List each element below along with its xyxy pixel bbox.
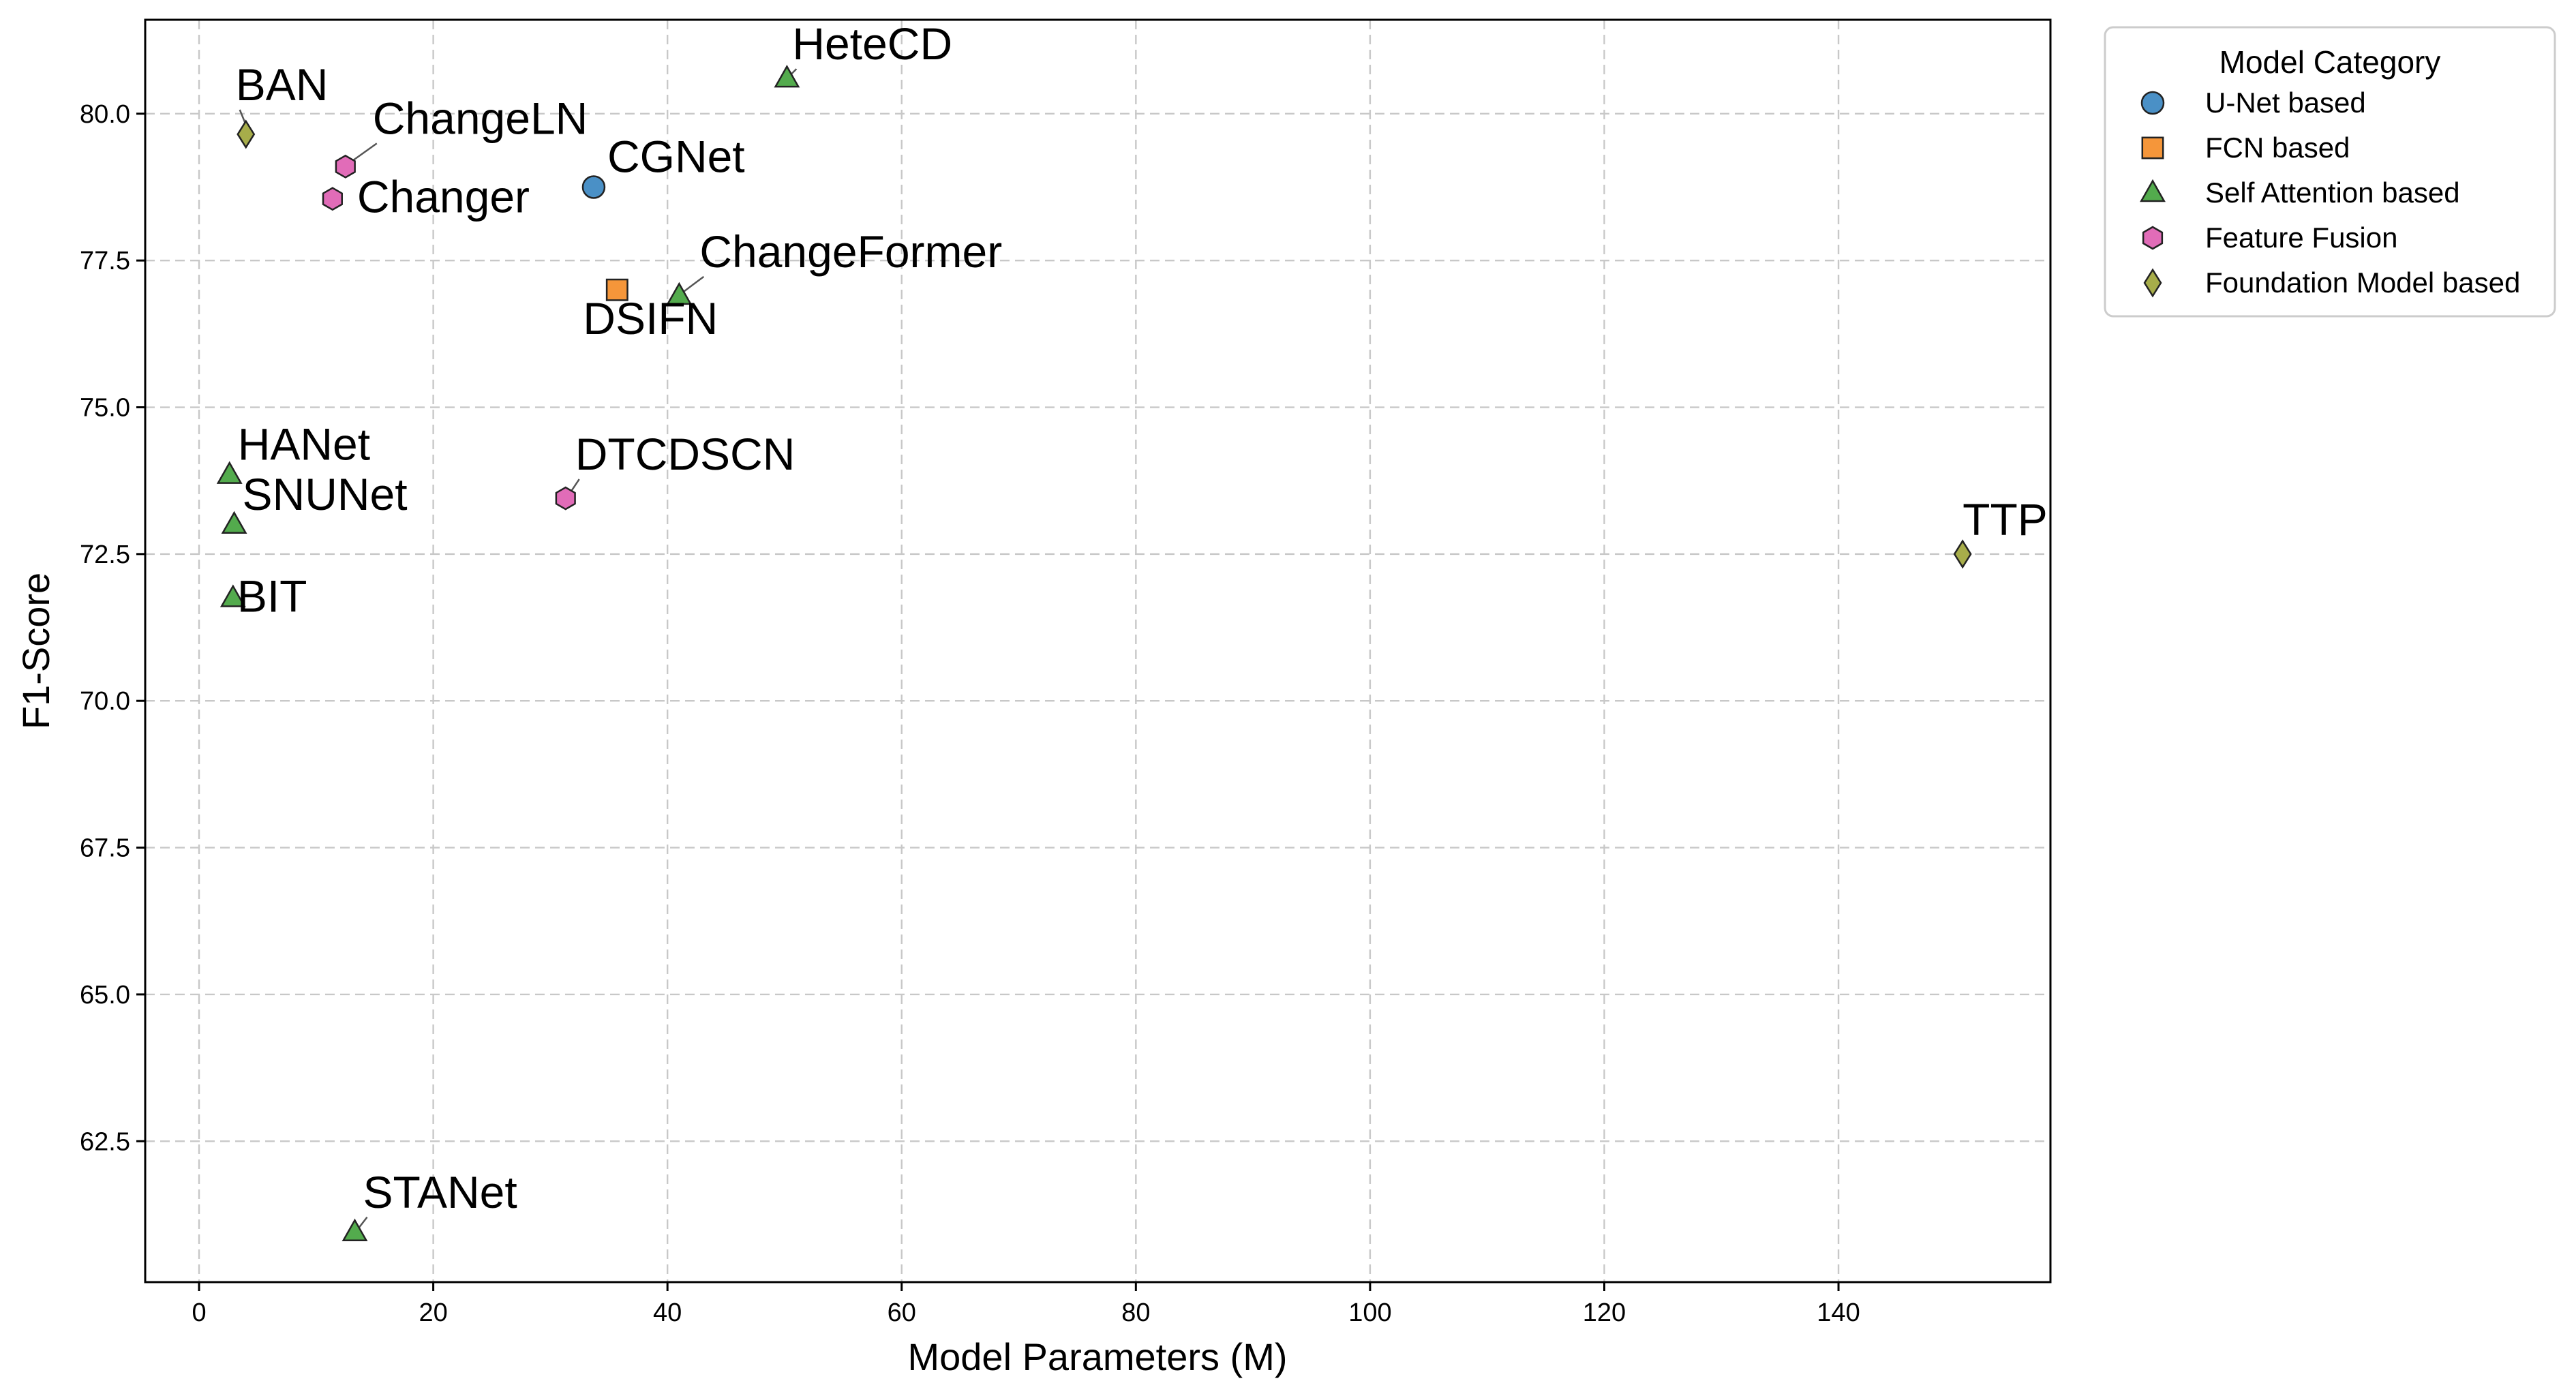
y-tick-label: 75.0 [80,394,130,423]
point-label: DSIFN [583,293,718,344]
legend-label: FCN based [2205,132,2350,164]
legend-marker-hexagon [2142,226,2164,250]
y-tick-label: 80.0 [80,100,130,129]
legend-marker-diamond [2143,268,2162,298]
y-tick-label: 77.5 [80,247,130,275]
grid-layer [145,20,2050,1282]
legend-item: U-Net based [2140,87,2366,119]
data-point-dsifn [605,278,628,301]
y-axis-label: F1-Score [14,573,57,729]
point-label: ChangeLN [373,93,588,143]
x-tick-label: 60 [888,1298,916,1327]
data-point-bit [219,584,246,607]
y-tick-label: 67.5 [80,834,130,863]
legend-marker-square [2141,136,2164,159]
data-point-cgnet [581,175,606,199]
y-tick-label: 65.0 [80,981,130,1009]
x-tick-label: 100 [1348,1298,1391,1327]
point-label: CGNet [607,131,745,181]
data-point-dtcdscn [555,486,576,511]
marker-layer [216,65,1972,1242]
legend-label: Feature Fusion [2205,222,2397,254]
x-tick-label: 120 [1583,1298,1626,1327]
point-label: STANet [363,1167,517,1217]
point-label: SNUNet [243,469,408,519]
legend-item: Self Attention based [2140,177,2460,209]
point-label: DTCDSCN [575,429,795,479]
data-point-changer [322,187,343,211]
legend-item: Feature Fusion [2142,222,2397,254]
point-label: HANet [238,419,370,470]
legend-title: Model Category [2219,44,2441,80]
legend-items: U-Net based FCN based Self Attention based… [2140,87,2520,299]
point-label: BAN [236,59,329,110]
legend-marker-triangle [2140,179,2166,202]
data-point-ttp [1953,539,1972,569]
y-tick-label: 62.5 [80,1127,130,1156]
point-label: BIT [237,571,307,621]
legend-frame [2104,26,2556,318]
point-label: Changer [357,172,530,222]
y-tick-label: 70.0 [80,687,130,716]
data-point-snunet [221,511,247,534]
legend-marker-circle [2140,91,2165,115]
x-tick-label: 140 [1817,1298,1860,1327]
x-tick-label: 40 [653,1298,682,1327]
point-label: ChangeFormer [699,226,1002,277]
point-label: HeteCD [792,18,952,69]
x-axis-label: Model Parameters (M) [907,1335,1287,1378]
legend-item: Foundation Model based [2143,267,2520,299]
legend-label: Foundation Model based [2205,267,2520,299]
y-axis-ticks: 62.5 65.0 67.5 70.0 72.5 75.0 77.5 80.0 [80,100,145,1156]
point-label: TTP [1963,494,2048,545]
x-tick-label: 80 [1121,1298,1150,1327]
point-label-layer: HeteCD BAN ChangeLN Changer CGNet ChangeForme… [236,18,2048,1217]
x-tick-label: 20 [419,1298,447,1327]
legend-label: Self Attention based [2205,177,2460,209]
data-point-hanet [216,461,243,484]
leader-line [681,275,705,294]
x-tick-label: 0 [192,1298,206,1327]
plot-frame [144,18,2052,1283]
data-point-hetecd [774,65,800,88]
data-point-changeformer [666,282,693,305]
legend-item: FCN based [2141,132,2350,164]
x-axis-ticks: 0 20 40 60 80 100 120 140 [192,1282,1860,1327]
legend: Model Category U-Net based FCN based Self … [2104,26,2556,318]
data-point-changeln [335,154,356,179]
data-point-stanet [342,1218,368,1242]
y-tick-label: 72.5 [80,541,130,569]
legend-label: U-Net based [2205,87,2366,119]
data-point-ban [237,119,256,149]
